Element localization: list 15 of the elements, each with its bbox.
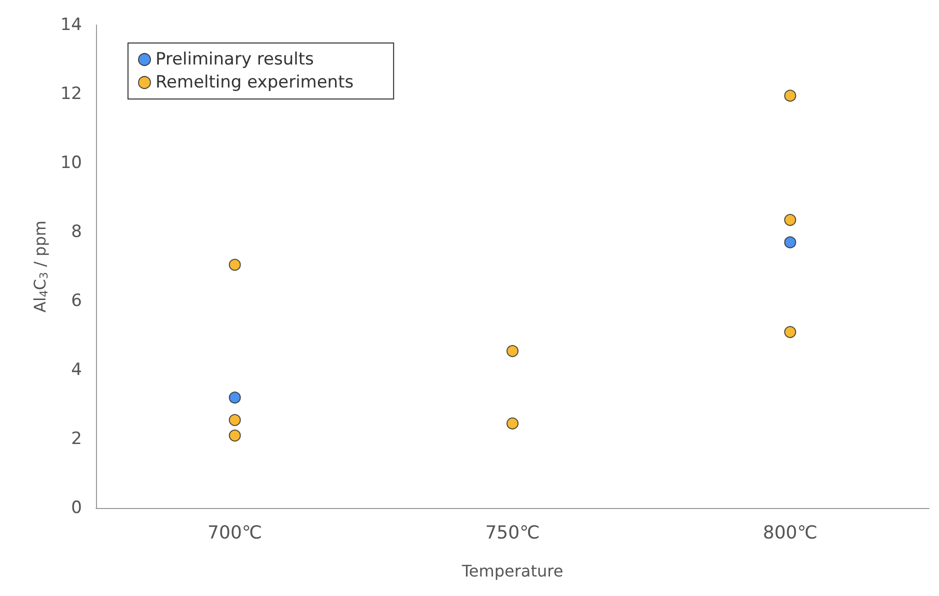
x-axis-title: Temperature <box>460 562 564 580</box>
x-tick-label: 800℃ <box>762 522 818 544</box>
legend-label: Preliminary results <box>156 50 314 70</box>
y-tick-label: 12 <box>60 84 82 104</box>
y-tick-label: 8 <box>71 222 82 242</box>
y-tick-label: 2 <box>71 429 82 449</box>
y-axis-title: Al4C3 / ppm <box>30 220 50 313</box>
y-tick-label: 6 <box>71 291 82 311</box>
y-tick-label: 4 <box>71 360 82 380</box>
legend-label: Remelting experiments <box>156 72 354 92</box>
y-tick-label: 10 <box>60 153 82 173</box>
x-tick-label: 700℃ <box>208 522 262 544</box>
y-tick-label: 0 <box>71 498 82 518</box>
y-tick-label: 14 <box>60 15 82 35</box>
x-tick-label: 750℃ <box>485 522 540 544</box>
